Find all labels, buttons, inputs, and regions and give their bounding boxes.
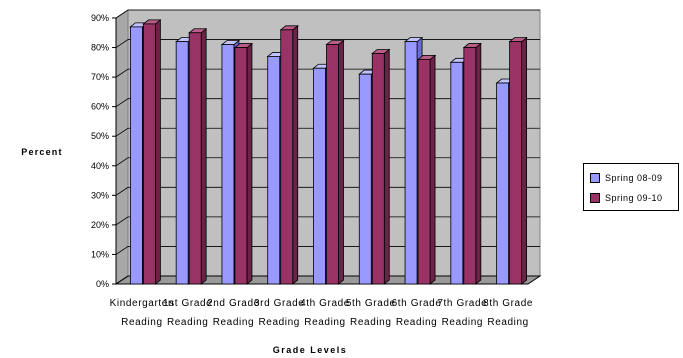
x-tick-label: 4th Grade bbox=[300, 298, 350, 309]
bar-spring-09-10 bbox=[463, 47, 477, 285]
bar-side-spring-09-10 bbox=[292, 24, 299, 285]
bar-spring-09-10 bbox=[234, 47, 248, 285]
gridline bbox=[115, 275, 540, 285]
bar-spring-09-10 bbox=[371, 53, 385, 285]
bar-spring-09-10 bbox=[280, 29, 294, 285]
x-tick-label: Reading bbox=[258, 317, 299, 328]
bar-spring-08-09 bbox=[267, 56, 281, 285]
legend-label-spring-08-09: Spring 08-09 bbox=[605, 173, 663, 183]
bar-spring-08-09 bbox=[358, 73, 372, 285]
gridline bbox=[115, 68, 540, 78]
x-tick-label: Reading bbox=[487, 317, 528, 328]
legend-label-spring-09-10: Spring 09-10 bbox=[605, 193, 663, 203]
bar-spring-08-09 bbox=[313, 67, 326, 285]
bar-side-spring-09-10 bbox=[246, 42, 253, 285]
gridline bbox=[115, 98, 540, 107]
bar-side-spring-09-10 bbox=[521, 36, 528, 285]
legend-swatch-spring-09-10 bbox=[590, 193, 600, 203]
gridline bbox=[115, 246, 540, 255]
bar-spring-08-09 bbox=[404, 41, 418, 285]
bar-spring-09-10 bbox=[188, 32, 202, 285]
plot-side-wall bbox=[115, 9, 129, 285]
bar-spring-09-10 bbox=[326, 44, 339, 285]
bar-spring-09-10 bbox=[509, 41, 523, 285]
bar-spring-08-09 bbox=[175, 41, 189, 285]
bar-spring-09-10 bbox=[417, 58, 431, 285]
gridline bbox=[115, 9, 540, 19]
x-tick-label: 2nd Grade bbox=[207, 298, 260, 309]
x-tick-label: 3rd Grade bbox=[254, 298, 304, 309]
y-tick-label: 30% bbox=[91, 190, 109, 200]
gridline bbox=[115, 127, 540, 137]
bar-side-spring-09-10 bbox=[429, 54, 436, 285]
legend: Spring 08-09 Spring 09-10 bbox=[583, 163, 679, 211]
x-tick-label: Reading bbox=[121, 317, 162, 328]
y-tick-label: 10% bbox=[91, 249, 109, 259]
x-tick-label: Reading bbox=[167, 317, 208, 328]
x-tick-label: 1st Grade bbox=[163, 298, 212, 309]
bar-spring-08-09 bbox=[221, 44, 235, 285]
bar-spring-08-09 bbox=[450, 61, 464, 285]
bar-side-spring-09-10 bbox=[475, 42, 482, 285]
x-tick-label: Reading bbox=[304, 317, 345, 328]
y-tick-label: 0% bbox=[96, 279, 109, 289]
gridline bbox=[115, 157, 540, 167]
legend-item-spring-09-10: Spring 09-10 bbox=[590, 191, 663, 205]
x-tick-label: Reading bbox=[396, 317, 437, 328]
y-tick-label: 80% bbox=[91, 43, 109, 53]
bar-spring-08-09 bbox=[496, 82, 510, 285]
legend-item-spring-08-09: Spring 08-09 bbox=[590, 171, 663, 185]
bar-spring-09-10 bbox=[142, 23, 156, 285]
x-tick-label: Kindergarten bbox=[110, 298, 174, 309]
gridline bbox=[115, 216, 540, 226]
x-tick-label: 5th Grade bbox=[346, 298, 396, 309]
x-axis-title: Grade Levels bbox=[273, 345, 348, 355]
y-tick-label: 50% bbox=[91, 131, 109, 141]
x-tick-label: 6th Grade bbox=[392, 298, 442, 309]
gridline bbox=[115, 186, 540, 196]
y-tick-label: 60% bbox=[91, 102, 109, 112]
y-axis-title: Percent bbox=[21, 147, 62, 157]
gridline bbox=[115, 39, 540, 48]
y-tick-label: 90% bbox=[91, 13, 109, 23]
bar-side-spring-09-10 bbox=[338, 39, 344, 285]
bar-spring-08-09 bbox=[129, 26, 143, 285]
x-tick-label: Reading bbox=[213, 317, 254, 328]
bar-side-spring-09-10 bbox=[383, 48, 390, 285]
x-tick-label: Reading bbox=[442, 317, 483, 328]
x-tick-label: Reading bbox=[350, 317, 391, 328]
bar-side-spring-09-10 bbox=[154, 19, 161, 285]
x-tick-label: 7th Grade bbox=[437, 298, 487, 309]
legend-swatch-spring-08-09 bbox=[590, 173, 600, 183]
y-tick-label: 40% bbox=[91, 161, 109, 171]
y-tick-label: 20% bbox=[91, 220, 109, 230]
y-tick-label: 70% bbox=[91, 72, 109, 82]
x-tick-label: 8th Grade bbox=[483, 298, 533, 309]
bar-side-spring-09-10 bbox=[200, 27, 207, 285]
